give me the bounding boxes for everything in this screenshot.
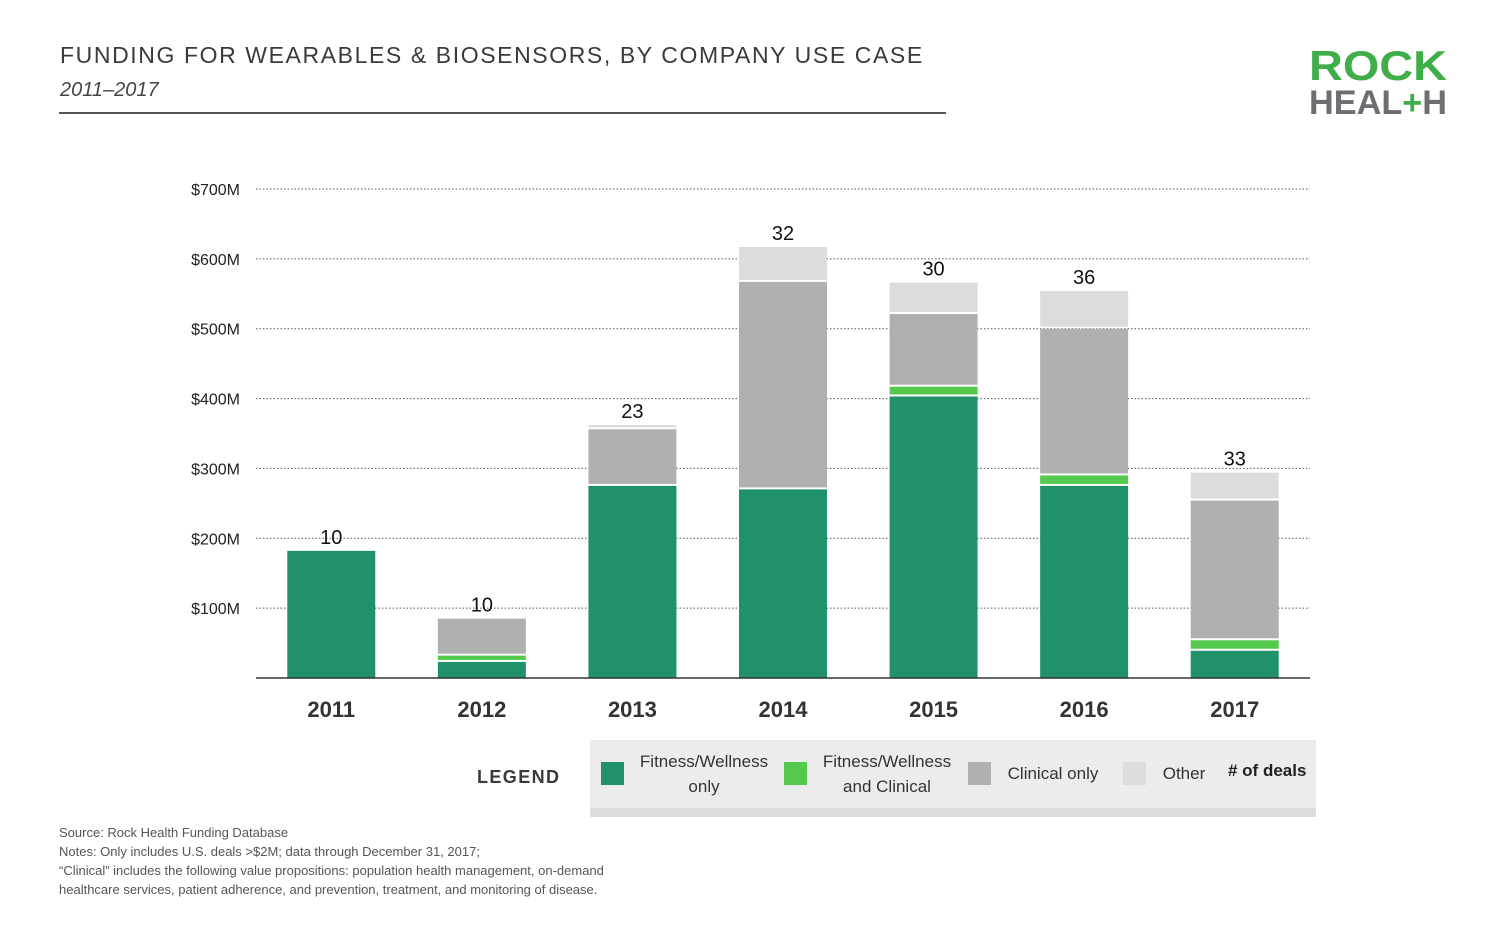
bar-fitness_only-2015 xyxy=(889,396,978,678)
bar-other-2017 xyxy=(1190,472,1279,499)
bar-clinical_only-2015 xyxy=(889,314,978,385)
y-tick-label: $600M xyxy=(191,252,240,269)
bar-other-2015 xyxy=(889,282,978,313)
legend-label-fitness-clinical-line2: and Clinical xyxy=(843,777,931,796)
bar-fitness_only-2012 xyxy=(437,661,526,678)
y-tick-label: $500M xyxy=(191,322,240,339)
bar-fitness_clinical-2016 xyxy=(1040,475,1129,484)
y-tick-label: $400M xyxy=(191,392,240,409)
x-tick-label-2012: 2012 xyxy=(457,697,506,722)
logo-line-health: HEAL+H xyxy=(1309,84,1447,118)
bar-fitness_clinical-2017 xyxy=(1190,640,1279,649)
bar-fitness_only-2013 xyxy=(588,485,677,678)
chart-subtitle: 2011–2017 xyxy=(60,79,159,101)
footnote-notes: Notes: Only includes U.S. deals >$2M; da… xyxy=(59,844,480,859)
legend-label-fitness-only-line2: only xyxy=(688,777,720,796)
title-divider xyxy=(59,112,946,114)
legend-swatch-other xyxy=(1123,762,1146,785)
bar-clinical_only-2012 xyxy=(437,618,526,654)
y-tick-label: $300M xyxy=(191,461,240,478)
chart-title: FUNDING FOR WEARABLES & BIOSENSORS, BY C… xyxy=(60,42,924,68)
y-tick-label: $200M xyxy=(191,531,240,548)
bar-other-2016 xyxy=(1040,290,1129,327)
bar-fitness_clinical-2015 xyxy=(889,386,978,395)
footnotes: Source: Rock Health Funding Database Not… xyxy=(59,823,604,899)
x-tick-label-2014: 2014 xyxy=(759,697,809,722)
deal-count-label-2011: 10 xyxy=(320,527,342,549)
legend-swatch-fitness-only xyxy=(601,762,624,785)
deal-count-label-2016: 36 xyxy=(1073,267,1095,289)
legend-label-fitness-only-line1: Fitness/Wellness xyxy=(639,752,769,771)
rock-health-logo: ROCK HEAL+H xyxy=(1309,42,1447,118)
legend-label-deal-count: # of deals xyxy=(1228,761,1307,780)
deal-count-label-2013: 23 xyxy=(621,401,643,423)
legend-swatch-clinical-only xyxy=(968,762,991,785)
deal-count-label-2015: 30 xyxy=(922,259,944,281)
bar-clinical_only-2013 xyxy=(588,429,677,484)
bar-clinical_only-2016 xyxy=(1040,328,1129,474)
bar-clinical_only-2017 xyxy=(1190,500,1279,639)
bar-fitness_only-2011 xyxy=(287,550,376,678)
y-tick-label: $700M xyxy=(191,182,240,199)
legend-label-fitness-clinical: Fitness/Wellness and Clinical xyxy=(812,749,962,799)
bar-other-2014 xyxy=(739,246,827,280)
legend-label-other: Other xyxy=(1162,764,1206,783)
bar-fitness_only-2017 xyxy=(1190,650,1279,678)
deal-count-label-2017: 33 xyxy=(1224,449,1246,471)
legend-shadow xyxy=(590,808,1316,817)
footnote-clinical-definition-cont: healthcare services, patient adherence, … xyxy=(59,882,598,897)
y-tick-label: $100M xyxy=(191,601,240,618)
bar-fitness_clinical-2012 xyxy=(437,655,526,660)
logo-line-rock: ROCK xyxy=(1309,42,1447,89)
legend-label-fitness-only: Fitness/Wellness only xyxy=(630,749,778,799)
legend-label-fitness-clinical-line1: Fitness/Wellness xyxy=(822,752,952,771)
deal-count-label-2014: 32 xyxy=(772,223,794,245)
footnote-source: Source: Rock Health Funding Database xyxy=(59,825,289,840)
bar-other-2013 xyxy=(588,425,677,428)
bar-fitness_only-2014 xyxy=(739,489,827,678)
x-tick-label-2016: 2016 xyxy=(1060,697,1109,722)
stacked-bar-chart: $100M $200M $300M $400M $500M $600M $700M 10 201… xyxy=(191,182,1310,722)
x-tick-label-2017: 2017 xyxy=(1210,697,1259,722)
legend-box xyxy=(590,740,1316,808)
x-tick-label-2011: 2011 xyxy=(307,697,355,722)
legend-title: LEGEND xyxy=(477,767,561,787)
deal-count-label-2012: 10 xyxy=(471,595,493,617)
x-tick-label-2013: 2013 xyxy=(608,697,657,722)
x-tick-label-2015: 2015 xyxy=(909,697,958,722)
legend-label-clinical-only: Clinical only xyxy=(1007,764,1099,783)
footnote-clinical-definition: “Clinical” includes the following value … xyxy=(59,863,604,878)
bar-fitness_only-2016 xyxy=(1040,485,1129,678)
legend-swatch-fitness-clinical xyxy=(784,762,807,785)
bar-clinical_only-2014 xyxy=(739,281,827,488)
